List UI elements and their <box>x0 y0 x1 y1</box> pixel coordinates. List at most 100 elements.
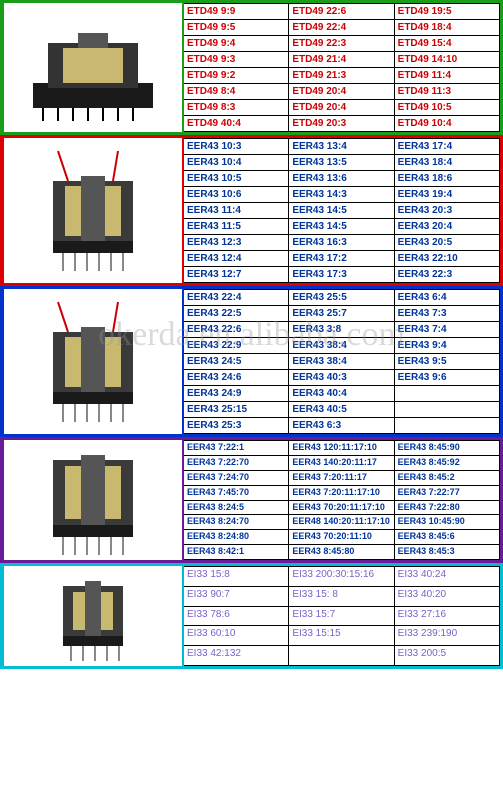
spec-cell: ETD49 11:4 <box>395 68 500 84</box>
spec-cell: EER43 22:10 <box>395 251 500 267</box>
spec-cell: EER43 22:5 <box>184 306 289 322</box>
spec-cell: EER43 10:5 <box>184 171 289 187</box>
spec-cell: ETD49 9:3 <box>184 52 289 68</box>
spec-cell: EI33 40:24 <box>395 566 500 587</box>
spec-cell: EER43 40:3 <box>289 370 394 386</box>
spec-cell: EER43 70:20:11:17:10 <box>289 501 394 516</box>
spec-cell: EER43 11:5 <box>184 219 289 235</box>
spec-cell: EI33 200:5 <box>395 646 500 666</box>
spec-cell: EER43 17:3 <box>289 267 394 283</box>
spec-cell: EI33 15:15 <box>289 626 394 646</box>
spec-cell: EER43 22:9 <box>184 338 289 354</box>
spec-cell: EER43 14:5 <box>289 219 394 235</box>
spec-cell: ETD49 21:3 <box>289 68 394 84</box>
spec-cell: EER43 12:7 <box>184 267 289 283</box>
spec-cell: ETD49 22:3 <box>289 36 394 52</box>
spec-cell: EER43 8:24:5 <box>184 501 289 516</box>
page-container: okerda.en.alibaba.com ETD49 9:9ETD49 22:… <box>0 0 503 669</box>
spec-cell: EER43 7:24:70 <box>184 471 289 486</box>
spec-cell: EER43 25:3 <box>184 418 289 434</box>
spec-cell: EER43 8:42:1 <box>184 545 289 560</box>
spec-cell: EER43 10:3 <box>184 138 289 155</box>
spec-cell: EER43 3:8 <box>289 322 394 338</box>
spec-cell: EER43 22:4 <box>184 289 289 306</box>
spec-cell: EER43 24:9 <box>184 386 289 402</box>
spec-cell: EER43 20:5 <box>395 235 500 251</box>
spec-cell: EER43 7:20:11:17 <box>289 471 394 486</box>
spec-cell: ETD49 10:5 <box>395 100 500 116</box>
spec-cell: EER43 12:4 <box>184 251 289 267</box>
product-image-cell <box>4 138 184 283</box>
spec-cell: EER43 8:24:70 <box>184 515 289 530</box>
section-ei33: EI33 15:8EI33 200:30:15:16EI33 40:24EI33… <box>0 563 503 669</box>
spec-cell: ETD49 14:10 <box>395 52 500 68</box>
spec-cell: ETD49 20:4 <box>289 100 394 116</box>
spec-grid: EER43 7:22:1EER43 120:11:17:10EER43 8:45… <box>184 440 500 560</box>
spec-cell: EI33 15: 8 <box>289 587 394 607</box>
spec-cell: ETD49 22:6 <box>289 3 394 20</box>
spec-cell: ETD49 21:4 <box>289 52 394 68</box>
spec-cell: EER43 7:45:70 <box>184 486 289 501</box>
spec-cell: EER43 11:4 <box>184 203 289 219</box>
spec-cell: ETD49 20:4 <box>289 84 394 100</box>
spec-cell: EER43 9:5 <box>395 354 500 370</box>
spec-cell: EER43 25:15 <box>184 402 289 418</box>
spec-cell: EI33 60:10 <box>184 626 289 646</box>
spec-cell: EER43 17:4 <box>395 138 500 155</box>
spec-cell: EER43 18:4 <box>395 155 500 171</box>
spec-cell: EER43 38:4 <box>289 338 394 354</box>
spec-grid: EER43 10:3EER43 13:4EER43 17:4 EER43 10:4… <box>184 138 500 283</box>
spec-cell: EER43 9:6 <box>395 370 500 386</box>
spec-cell: EI33 90:7 <box>184 587 289 607</box>
spec-cell: EER43 18:6 <box>395 171 500 187</box>
product-image-cell <box>4 289 184 434</box>
spec-cell: EER43 9:4 <box>395 338 500 354</box>
section-eer43-c: EER43 7:22:1EER43 120:11:17:10EER43 8:45… <box>0 437 503 563</box>
spec-cell: EER43 7:22:70 <box>184 456 289 471</box>
spec-cell: EER48 140:20:11:17:10 <box>289 515 394 530</box>
spec-cell: EER43 7:22:77 <box>395 486 500 501</box>
spec-cell: EER43 6:3 <box>289 418 394 434</box>
spec-cell: EER43 8:45:80 <box>289 545 394 560</box>
spec-cell: EER43 22:6 <box>184 322 289 338</box>
spec-cell: EER43 24:6 <box>184 370 289 386</box>
spec-cell: EI33 42:132 <box>184 646 289 666</box>
spec-cell: EER43 12:3 <box>184 235 289 251</box>
spec-cell: EER43 25:5 <box>289 289 394 306</box>
spec-cell: ETD49 9:4 <box>184 36 289 52</box>
spec-cell: EER43 20:4 <box>395 219 500 235</box>
spec-cell: EER43 8:45:2 <box>395 471 500 486</box>
transformer-wires-icon <box>23 146 163 276</box>
spec-cell: EI33 78:6 <box>184 607 289 627</box>
spec-cell: EER43 10:6 <box>184 187 289 203</box>
spec-cell: EER43 8:45:92 <box>395 456 500 471</box>
spec-cell: EER43 7:3 <box>395 306 500 322</box>
spec-cell: ETD49 22:4 <box>289 20 394 36</box>
spec-cell: EER43 13:4 <box>289 138 394 155</box>
spec-cell: ETD49 9:9 <box>184 3 289 20</box>
spec-cell: EER43 7:4 <box>395 322 500 338</box>
spec-cell: EER43 25:7 <box>289 306 394 322</box>
spec-cell: EER43 70:20:11:10 <box>289 530 394 545</box>
spec-cell: EER43 10:4 <box>184 155 289 171</box>
spec-cell: EER43 24:5 <box>184 354 289 370</box>
spec-cell: ETD49 9:2 <box>184 68 289 84</box>
spec-cell: EI33 15:8 <box>184 566 289 587</box>
spec-cell: EER43 22:3 <box>395 267 500 283</box>
spec-cell: EER43 7:22:1 <box>184 440 289 456</box>
spec-cell: ETD49 15:4 <box>395 36 500 52</box>
spec-cell: EER43 8:45:6 <box>395 530 500 545</box>
section-eer43-b: EER43 22:4EER43 25:5EER43 6:4EER43 22:5E… <box>0 286 503 437</box>
spec-cell: EI33 27:16 <box>395 607 500 627</box>
spec-cell: EER43 40:5 <box>289 402 394 418</box>
spec-cell: EER43 14:5 <box>289 203 394 219</box>
section-etd49: ETD49 9:9ETD49 22:6ETD49 19:5ETD49 9:5ET… <box>0 0 503 135</box>
product-image-cell <box>4 566 184 666</box>
spec-cell: EER43 8:45:3 <box>395 545 500 560</box>
spec-cell: EI33 239:190 <box>395 626 500 646</box>
spec-cell: EER43 7:22:80 <box>395 501 500 516</box>
spec-cell <box>289 646 394 666</box>
spec-cell: EER43 8:24:80 <box>184 530 289 545</box>
spec-cell <box>395 402 500 418</box>
spec-cell: EER43 6:4 <box>395 289 500 306</box>
